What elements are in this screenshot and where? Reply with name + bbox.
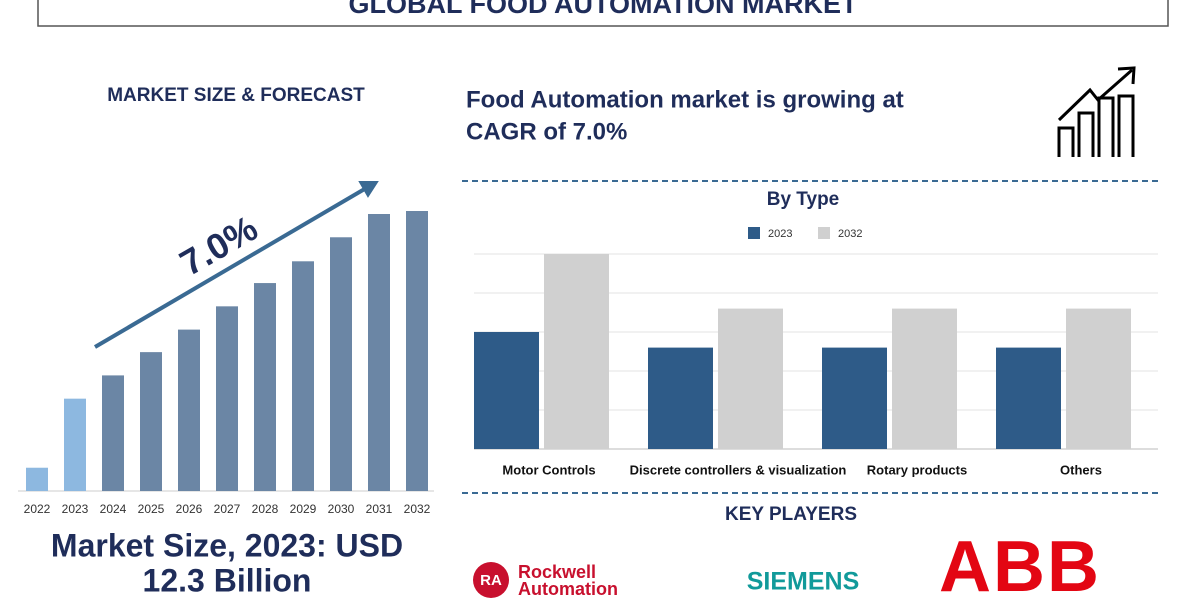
bar — [102, 375, 124, 491]
bar — [406, 211, 428, 491]
x-tick-label: Rotary products — [867, 462, 967, 477]
x-tick-label: 2028 — [252, 502, 279, 516]
bar — [544, 254, 609, 449]
x-tick-label: 2024 — [100, 502, 127, 516]
left-heading: MARKET SIZE & FORECAST — [107, 85, 365, 106]
bar — [892, 308, 957, 449]
rockwell-logo: RA Rockwell Automation — [473, 562, 618, 599]
logo-mark-text: RA — [480, 572, 502, 589]
abb-logo: ABB — [939, 527, 1101, 600]
growth-icon — [1057, 66, 1136, 157]
bar — [996, 347, 1061, 449]
x-tick-label: 2026 — [176, 502, 203, 516]
x-tick-label: 2025 — [138, 502, 165, 516]
bar — [718, 308, 783, 449]
logo-text: Rockwell — [518, 562, 596, 582]
x-tick-label: Discrete controllers & visualization — [630, 462, 847, 477]
headline: Food Automation market is growing at — [466, 86, 904, 113]
bar — [822, 347, 887, 449]
headline: CAGR of 7.0% — [466, 118, 627, 145]
market-size: Market Size, 2023: USD — [51, 527, 403, 563]
x-tick-label: 2029 — [290, 502, 317, 516]
logo-mark — [473, 562, 509, 598]
bar — [254, 283, 276, 491]
bar — [178, 329, 200, 491]
trend-arrow — [93, 185, 370, 349]
x-tick-label: 2023 — [62, 502, 89, 516]
chart-title: By Type — [767, 189, 840, 210]
x-tick-label: 2027 — [214, 502, 241, 516]
market-size: 12.3 Billion — [143, 562, 312, 598]
bar — [330, 237, 352, 491]
x-tick-label: 2031 — [366, 502, 393, 516]
title-box — [37, 0, 1169, 27]
bar — [1066, 308, 1131, 449]
legend-swatch — [748, 227, 760, 239]
legend-label: 2023 — [768, 228, 792, 240]
bar — [292, 261, 314, 491]
bar — [216, 306, 238, 491]
x-tick-label: Motor Controls — [502, 462, 595, 477]
logo-text: Automation — [518, 579, 618, 599]
page-title: GLOBAL FOOD AUTOMATION MARKET — [349, 0, 858, 19]
bar — [648, 347, 713, 449]
bar — [368, 214, 390, 491]
bar — [474, 332, 539, 449]
legend-label: 2032 — [838, 228, 862, 240]
x-tick-label: Others — [1060, 462, 1102, 477]
siemens-logo: SIEMENS — [747, 568, 860, 596]
x-tick-label: 2032 — [404, 502, 431, 516]
legend-swatch — [818, 227, 830, 239]
arrow-head — [358, 181, 379, 198]
bar — [26, 467, 48, 491]
x-tick-label: 2022 — [24, 502, 51, 516]
bar — [140, 352, 162, 491]
bar — [64, 398, 86, 491]
annotation: 7.0% — [173, 207, 265, 284]
key-players-heading: KEY PLAYERS — [725, 504, 857, 525]
x-tick-label: 2030 — [328, 502, 355, 516]
